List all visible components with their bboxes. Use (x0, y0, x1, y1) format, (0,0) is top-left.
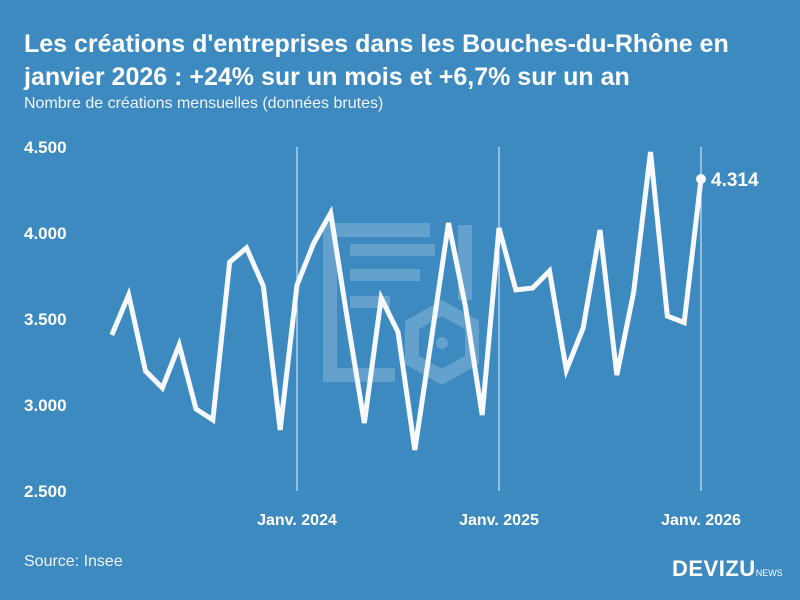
chart-title: Les créations d'entreprises dans les Bou… (24, 30, 729, 91)
x-tick-label: Janv. 2026 (661, 512, 741, 529)
y-tick-label: 4.500 (24, 138, 67, 157)
x-tick-label: Janv. 2025 (459, 512, 539, 529)
y-tick-label: 4.000 (24, 224, 67, 243)
last-point (696, 173, 706, 184)
y-tick-label: 2.500 (24, 482, 67, 501)
devizu-logo: DEVIZUNEWS (672, 556, 783, 582)
logo-sub: NEWS (755, 568, 783, 578)
y-tick-label: 3.500 (24, 310, 67, 329)
chart-subtitle: Nombre de créations mensuelles (données … (24, 95, 384, 112)
series-line (109, 151, 704, 451)
last-value-label: 4.314 (711, 170, 759, 191)
source-note: Source: Insee (24, 553, 123, 570)
logo-main: DEVIZU (672, 556, 756, 581)
y-tick-label: 3.000 (24, 396, 67, 415)
x-tick-label: Janv. 2024 (257, 512, 337, 529)
